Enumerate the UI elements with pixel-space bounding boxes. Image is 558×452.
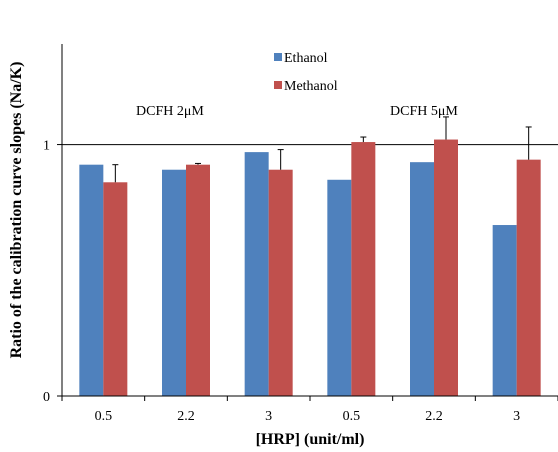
y-axis-title: Ratio of the calibration curve slopes (N… [8,62,25,359]
bar-methanol [186,164,210,396]
x-tick-label: 0.5 [343,409,361,424]
x-tick-label: 0.5 [95,409,113,424]
legend-label-ethanol: Ethanol [284,51,328,66]
bar-methanol [103,182,128,396]
y-tick-label: 1 [43,139,50,154]
y-tick-label: 0 [43,390,50,405]
bar-methanol [268,169,293,396]
annotation-dcfh-5um: DCFH 5μM [390,104,458,119]
legend-swatch-ethanol [274,53,282,61]
bar-ethanol [327,179,352,396]
bar-methanol [516,159,541,396]
bar-ethanol [492,225,517,396]
bar-methanol [351,142,376,396]
x-tick-label: 3 [265,409,272,424]
bar-ethanol [410,162,434,396]
annotation-dcfh-2um: DCFH 2μM [136,104,204,119]
bar-ethanol [162,169,186,396]
bar-ethanol [79,164,104,396]
bar-methanol [434,139,458,397]
legend: Ethanol Methanol [274,51,338,94]
legend-swatch-methanol [274,81,282,89]
x-axis-title: [HRP] (unit/ml) [256,431,365,448]
bar-ethanol [244,152,269,396]
legend-label-methanol: Methanol [284,79,338,94]
x-tick-label: 2.2 [177,409,195,424]
x-tick-label: 2.2 [425,409,443,424]
x-tick-label: 3 [513,409,520,424]
